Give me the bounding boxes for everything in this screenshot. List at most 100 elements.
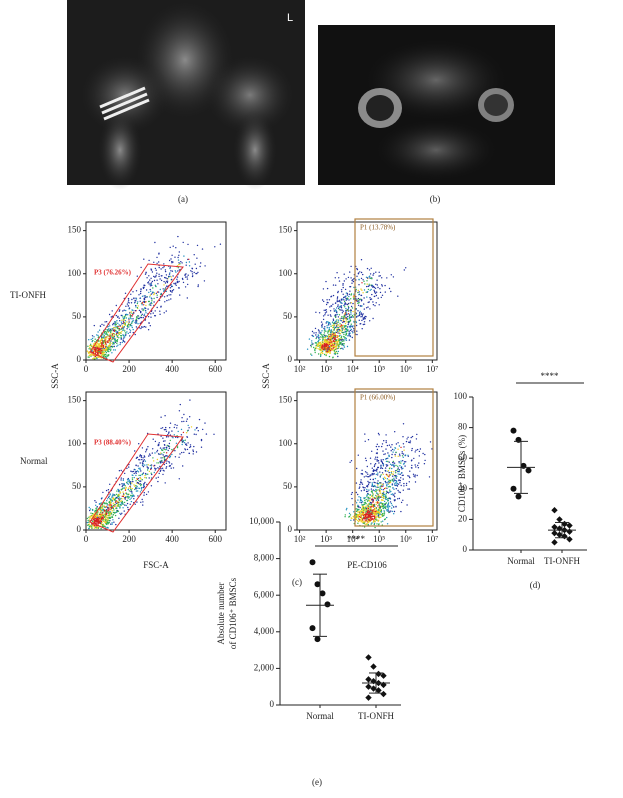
event-dot: [97, 352, 99, 354]
event-dot: [414, 464, 416, 466]
event-dot: [378, 519, 380, 521]
event-dot: [137, 465, 139, 467]
event-dot: [93, 520, 96, 522]
event-dot: [169, 439, 171, 442]
event-dot: [171, 430, 173, 432]
event-dot: [324, 348, 326, 350]
event-dot: [352, 296, 354, 298]
event-dot: [334, 277, 336, 279]
event-dot: [167, 436, 169, 438]
event-dot: [195, 267, 198, 270]
event-dot: [191, 268, 194, 270]
event-dot: [106, 347, 108, 349]
event-dot: [102, 342, 105, 344]
event-dot: [121, 502, 123, 504]
event-dot: [369, 507, 372, 510]
event-dot: [169, 427, 171, 429]
event-dot: [109, 511, 112, 513]
event-dot: [366, 486, 369, 488]
event-dot: [140, 455, 143, 457]
event-dot: [143, 325, 146, 328]
event-dot: [388, 476, 390, 478]
event-dot: [109, 325, 111, 327]
event-dot: [131, 488, 133, 490]
event-dot: [181, 277, 184, 280]
event-dot: [104, 515, 106, 518]
event-dot: [332, 294, 335, 297]
event-dot: [324, 343, 326, 346]
event-dot: [182, 431, 185, 434]
event-dot: [312, 343, 314, 345]
event-dot: [117, 510, 119, 513]
event-dot: [377, 286, 379, 289]
event-dot: [109, 342, 111, 344]
event-dot: [407, 436, 409, 438]
event-dot: [163, 451, 165, 454]
event-dot: [144, 296, 146, 299]
event-dot: [163, 448, 165, 451]
event-dot: [112, 497, 114, 499]
event-dot: [374, 484, 376, 487]
event-dot: [132, 328, 134, 331]
event-dot: [157, 283, 159, 285]
event-dot: [129, 324, 132, 326]
event-dot: [115, 502, 118, 504]
event-dot: [107, 348, 110, 350]
event-dot: [330, 343, 332, 345]
event-dot: [346, 294, 349, 296]
event-dot: [335, 331, 338, 334]
event-dot: [388, 287, 391, 290]
event-dot: [123, 510, 125, 512]
event-dot: [361, 501, 364, 503]
event-dot: [337, 291, 339, 294]
event-dot: [122, 322, 124, 325]
event-dot: [195, 433, 197, 436]
event-dot: [107, 349, 109, 352]
event-dot: [196, 244, 199, 247]
event-dot: [371, 516, 373, 518]
diamond: [370, 678, 377, 685]
event-dot: [128, 479, 130, 481]
event-dot: [372, 521, 375, 523]
event-dot: [370, 288, 372, 291]
event-dot: [360, 277, 363, 280]
event-dot: [403, 482, 405, 485]
event-dot: [361, 483, 364, 485]
event-dot: [164, 288, 166, 290]
event-dot: [323, 353, 326, 356]
event-dot: [102, 346, 105, 348]
event-dot: [165, 310, 167, 312]
event-dot: [195, 427, 198, 429]
event-dot: [374, 291, 376, 293]
event-dot: [159, 313, 161, 315]
event-dot: [165, 448, 168, 450]
event-dot: [337, 326, 339, 329]
event-dot: [97, 519, 99, 521]
event-dot: [337, 319, 340, 321]
event-dot: [377, 486, 379, 488]
event-dot: [317, 329, 320, 331]
event-dot: [401, 451, 403, 453]
event-dot: [129, 482, 131, 484]
event-dot: [123, 317, 126, 319]
event-dot: [106, 329, 108, 331]
event-dot: [141, 479, 143, 481]
event-dot: [360, 271, 363, 274]
event-dot: [326, 349, 329, 351]
event-dot: [131, 312, 133, 315]
event-dot: [361, 512, 363, 515]
event-dot: [168, 294, 170, 296]
event-dot: [367, 505, 369, 507]
event-dot: [381, 496, 383, 499]
event-dot: [323, 300, 325, 303]
event-dot: [383, 510, 385, 512]
event-dot: [346, 309, 348, 311]
event-dot: [184, 449, 187, 451]
event-dot: [187, 442, 189, 444]
event-dot: [192, 450, 195, 453]
event-dot: [372, 499, 374, 501]
event-dot: [334, 322, 336, 325]
diamond: [365, 683, 372, 690]
event-dot: [200, 262, 202, 264]
event-dot: [385, 470, 387, 472]
